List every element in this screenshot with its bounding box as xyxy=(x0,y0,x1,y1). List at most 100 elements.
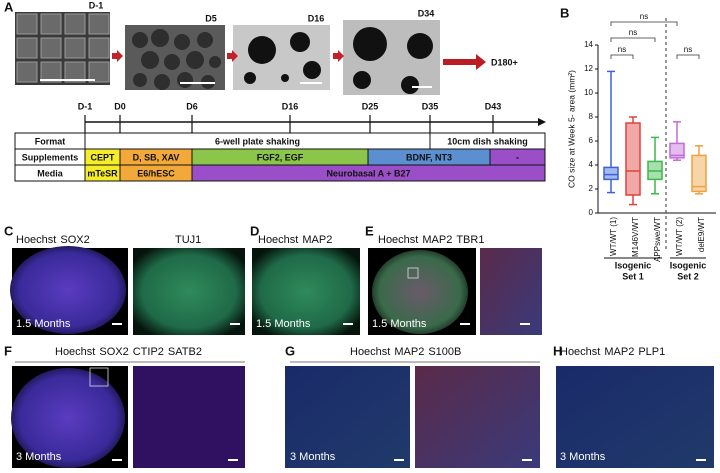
protocol-text: 6-well plate shaking xyxy=(215,136,300,146)
organoid xyxy=(244,72,256,84)
stain-label: Hoechst xyxy=(55,346,95,358)
organoid xyxy=(132,32,148,48)
group-label: Isogenic xyxy=(670,260,707,270)
stain-label: Hoechst xyxy=(16,234,56,246)
y-tick-label: 0 xyxy=(589,208,594,217)
organoid xyxy=(154,74,170,90)
well-pattern xyxy=(64,37,86,59)
stain-label: MAP2 xyxy=(422,234,452,246)
organoid xyxy=(353,27,387,61)
y-axis-label: CO size at Week 5- area (mm²) xyxy=(566,70,576,188)
significance: ns xyxy=(618,45,626,54)
microscopy-image xyxy=(133,248,245,335)
protocol-text: 10cm dish shaking xyxy=(447,136,528,146)
well-pattern xyxy=(88,61,110,83)
arrow xyxy=(333,50,344,62)
box xyxy=(691,154,707,193)
timepoint-label: 1.5 Months xyxy=(16,318,71,330)
organoid xyxy=(248,36,276,64)
x-tick-label: APPswe/WT xyxy=(653,217,662,262)
organoid xyxy=(177,72,193,88)
timepoint-label: 1.5 Months xyxy=(372,318,427,330)
x-tick-label: WT/WT (1) xyxy=(609,217,618,256)
y-tick-label: 10 xyxy=(584,88,593,97)
stain-label: MAP2 xyxy=(302,234,332,246)
well-pattern xyxy=(40,13,62,35)
arrow xyxy=(227,50,238,62)
organoid xyxy=(174,34,190,50)
protocol-text: FGF2, EGF xyxy=(257,152,304,162)
stain-label: Hoechst xyxy=(258,234,298,246)
x-tick-label: delE9/WT xyxy=(697,217,706,252)
endpoint-label: D180+ xyxy=(491,57,518,67)
y-tick-label: 12 xyxy=(584,64,593,73)
protocol-text: BDNF, NT3 xyxy=(406,152,452,162)
protocol-text: E6/hESC xyxy=(137,168,175,178)
stain-label: SOX2 xyxy=(60,234,89,246)
stain-label: TUJ1 xyxy=(175,234,201,246)
timeline-label: D6 xyxy=(186,101,198,111)
bracket xyxy=(676,54,700,59)
microscopy-image xyxy=(285,366,410,468)
well-pattern xyxy=(88,37,110,59)
organoid xyxy=(303,61,321,79)
image-label: D-1 xyxy=(89,0,104,10)
x-tick-label: WT/WT (2) xyxy=(675,217,684,256)
stain-label: PLP1 xyxy=(638,346,665,358)
organoid xyxy=(151,29,169,47)
organoid xyxy=(407,33,433,59)
protocol-text: mTeSR xyxy=(87,168,118,178)
bracket xyxy=(610,21,678,26)
timeline-arrow xyxy=(538,118,546,126)
group-label: Set 1 xyxy=(622,271,644,281)
timeline-label: D25 xyxy=(362,101,379,111)
arrow xyxy=(112,50,123,62)
protocol-text: D, SB, XAV xyxy=(133,152,180,162)
stain-label: Hoechst xyxy=(378,234,418,246)
panel-label: G xyxy=(285,343,295,358)
row-label: Media xyxy=(37,168,64,178)
box xyxy=(669,142,685,159)
protocol-text: Neurobasal A + B27 xyxy=(326,168,410,178)
well-pattern xyxy=(88,13,110,35)
row-label: Supplements xyxy=(22,152,79,162)
box xyxy=(603,166,619,181)
stain-label: Hoechst xyxy=(560,346,600,358)
panel-label: F xyxy=(4,343,12,358)
timepoint-label: 1.5 Months xyxy=(256,318,311,330)
organoid xyxy=(209,56,221,68)
timeline-label: D43 xyxy=(485,101,502,111)
y-tick-label: 2 xyxy=(589,184,594,193)
well-pattern xyxy=(40,37,62,59)
timepoint-label: 3 Months xyxy=(16,451,62,463)
stain-label: S100B xyxy=(428,346,461,358)
image-label: D5 xyxy=(205,13,217,23)
significance: ns xyxy=(629,28,637,37)
image-label: D16 xyxy=(308,13,325,23)
organoid xyxy=(141,51,159,69)
inset-box xyxy=(89,367,109,387)
microscopy-image xyxy=(415,366,540,468)
timepoint-label: 3 Months xyxy=(290,451,336,463)
image-label: D34 xyxy=(418,8,435,18)
microscopy-image xyxy=(133,366,245,468)
panel-label: E xyxy=(365,223,374,238)
organoid-section xyxy=(372,250,468,334)
stain-label: CTIP2 xyxy=(133,346,164,358)
panel-label: C xyxy=(4,223,14,238)
well-pattern xyxy=(16,61,38,83)
well-pattern xyxy=(16,37,38,59)
organoid xyxy=(281,74,289,82)
panel-label: A xyxy=(4,0,14,14)
significance: ns xyxy=(640,12,648,21)
well-pattern xyxy=(64,61,86,83)
stain-label: Hoechst xyxy=(350,346,390,358)
organoid xyxy=(164,54,180,70)
significance: ns xyxy=(684,45,692,54)
organoid-section xyxy=(10,246,126,334)
panel-label: B xyxy=(560,5,569,20)
organoid xyxy=(133,73,147,87)
microscopy-image xyxy=(252,248,360,335)
timeline-label: D16 xyxy=(282,101,299,111)
